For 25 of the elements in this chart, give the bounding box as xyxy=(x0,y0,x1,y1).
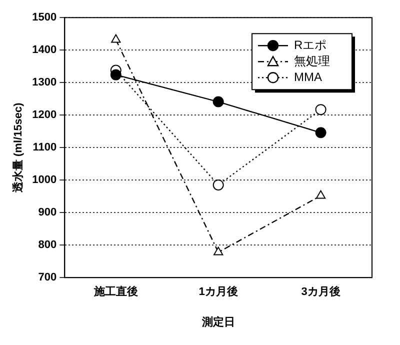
point xyxy=(315,104,326,116)
y-tick-label: 1500 xyxy=(32,12,57,24)
point xyxy=(212,96,224,108)
y-tick-label: 1200 xyxy=(32,109,57,122)
point xyxy=(214,246,224,256)
x-tick-label: 3カ月後 xyxy=(301,285,340,298)
y-tick-label: 1100 xyxy=(32,142,57,154)
y-tick-label: 800 xyxy=(38,239,57,252)
point xyxy=(110,69,122,80)
legend-label: MMA xyxy=(294,70,322,84)
y-tick-label: 1400 xyxy=(32,44,57,56)
y-tick-label: 900 xyxy=(38,206,57,219)
y-axis-title: 透水量 (ml/15sec) xyxy=(12,102,25,194)
point xyxy=(316,190,326,199)
y-tick-label: 1000 xyxy=(32,174,57,186)
legend-label: Rエポ xyxy=(294,38,327,52)
x-tick-label: 1カ月後 xyxy=(198,285,238,298)
point xyxy=(111,34,121,43)
point xyxy=(212,179,224,190)
y-tick-label: 700 xyxy=(38,272,57,284)
x-tick-label: 施工直後 xyxy=(92,285,138,298)
x-axis-title: 測定日 xyxy=(200,315,235,328)
legend-label: 無処理 xyxy=(294,54,330,68)
point xyxy=(315,127,326,138)
y-tick-label: 1300 xyxy=(32,76,57,89)
